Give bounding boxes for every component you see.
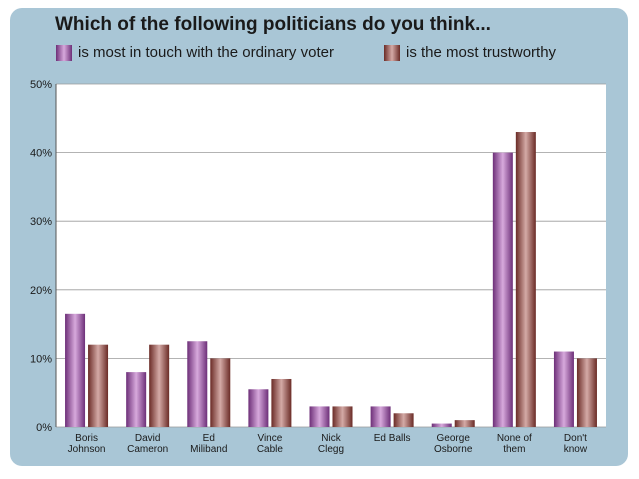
y-tick-label: 40% bbox=[30, 148, 52, 160]
bar-in-touch bbox=[309, 406, 330, 427]
y-tick-label: 20% bbox=[30, 285, 52, 297]
legend-item-trustworthy: is the most trustworthy bbox=[384, 44, 556, 61]
bar-in-touch bbox=[187, 341, 208, 427]
x-tick-label: None of them bbox=[497, 433, 532, 455]
legend-swatch-trustworthy bbox=[384, 44, 400, 61]
bar-trustworthy bbox=[271, 378, 292, 427]
legend-label-trustworthy: is the most trustworthy bbox=[406, 44, 557, 61]
bar-trustworthy bbox=[454, 420, 475, 427]
x-tick-label: Nick Clegg bbox=[318, 433, 344, 455]
legend-swatch-in-touch bbox=[56, 44, 72, 61]
y-tick-label: 50% bbox=[30, 79, 52, 91]
bar-in-touch bbox=[370, 406, 391, 427]
bar-trustworthy bbox=[332, 406, 353, 427]
plot-area bbox=[56, 84, 606, 427]
y-tick-label: 30% bbox=[30, 216, 52, 228]
x-tick-label: Vince Cable bbox=[257, 433, 284, 455]
x-tick-label: Boris Johnson bbox=[68, 433, 106, 455]
y-tick-label: 10% bbox=[30, 353, 52, 365]
chart-title: Which of the following politicians do yo… bbox=[55, 14, 491, 35]
legend-label-in-touch: is most in touch with the ordinary voter bbox=[78, 44, 334, 61]
legend-item-in-touch: is most in touch with the ordinary voter bbox=[56, 44, 334, 61]
x-tick-label: Ed Balls bbox=[374, 433, 411, 444]
x-tick-label: Ed Miliband bbox=[190, 433, 227, 455]
bar-in-touch bbox=[431, 423, 452, 427]
bar-in-touch bbox=[248, 389, 269, 427]
x-tick-label: George Osborne bbox=[434, 433, 473, 455]
bar-trustworthy bbox=[393, 413, 414, 427]
bar-trustworthy bbox=[576, 358, 597, 427]
y-tick-label: 0% bbox=[36, 422, 52, 434]
bar-in-touch bbox=[126, 372, 147, 427]
x-tick-label: David Cameron bbox=[127, 433, 168, 455]
bar-trustworthy bbox=[88, 344, 109, 427]
bar-in-touch bbox=[65, 313, 86, 427]
bar-trustworthy bbox=[149, 344, 170, 427]
bar-in-touch bbox=[553, 351, 574, 427]
bar-in-touch bbox=[492, 152, 513, 427]
bar-trustworthy bbox=[515, 132, 536, 427]
bar-trustworthy bbox=[210, 358, 231, 427]
x-tick-label: Don't know bbox=[564, 433, 588, 455]
